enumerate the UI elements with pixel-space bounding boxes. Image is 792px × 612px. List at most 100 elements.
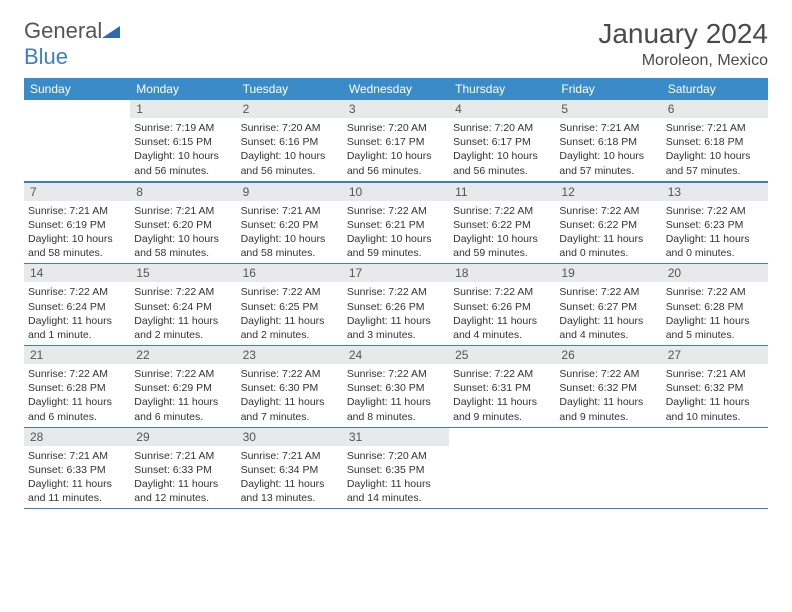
sunrise-text: Sunrise: 7:22 AM	[28, 285, 126, 299]
sunset-text: Sunset: 6:32 PM	[559, 381, 657, 395]
day-cell: 9Sunrise: 7:21 AMSunset: 6:20 PMDaylight…	[237, 183, 343, 264]
sunrise-text: Sunrise: 7:22 AM	[134, 285, 232, 299]
day-cell: 28Sunrise: 7:21 AMSunset: 6:33 PMDayligh…	[24, 428, 130, 509]
sunset-text: Sunset: 6:30 PM	[347, 381, 445, 395]
day-cell	[662, 428, 768, 509]
sunset-text: Sunset: 6:19 PM	[28, 218, 126, 232]
day-content: Sunrise: 7:22 AMSunset: 6:24 PMDaylight:…	[24, 282, 130, 345]
logo-text: General Blue	[24, 18, 120, 70]
week-row: 28Sunrise: 7:21 AMSunset: 6:33 PMDayligh…	[24, 428, 768, 510]
daylight-text: Daylight: 11 hours and 6 minutes.	[28, 395, 126, 423]
sunset-text: Sunset: 6:27 PM	[559, 300, 657, 314]
day-number: 16	[237, 264, 343, 282]
month-title: January 2024	[598, 18, 768, 50]
daylight-text: Daylight: 11 hours and 6 minutes.	[134, 395, 232, 423]
sunset-text: Sunset: 6:24 PM	[134, 300, 232, 314]
daylight-text: Daylight: 11 hours and 10 minutes.	[666, 395, 764, 423]
daylight-text: Daylight: 10 hours and 56 minutes.	[134, 149, 232, 177]
sunrise-text: Sunrise: 7:22 AM	[347, 285, 445, 299]
day-cell: 31Sunrise: 7:20 AMSunset: 6:35 PMDayligh…	[343, 428, 449, 509]
day-content: Sunrise: 7:21 AMSunset: 6:18 PMDaylight:…	[555, 118, 661, 181]
sunset-text: Sunset: 6:15 PM	[134, 135, 232, 149]
sunrise-text: Sunrise: 7:21 AM	[666, 367, 764, 381]
day-cell: 8Sunrise: 7:21 AMSunset: 6:20 PMDaylight…	[130, 183, 236, 264]
day-number: 13	[662, 183, 768, 201]
daylight-text: Daylight: 10 hours and 58 minutes.	[28, 232, 126, 260]
sunset-text: Sunset: 6:33 PM	[28, 463, 126, 477]
day-content: Sunrise: 7:22 AMSunset: 6:25 PMDaylight:…	[237, 282, 343, 345]
daylight-text: Daylight: 11 hours and 9 minutes.	[453, 395, 551, 423]
day-cell: 2Sunrise: 7:20 AMSunset: 6:16 PMDaylight…	[237, 100, 343, 181]
day-cell: 16Sunrise: 7:22 AMSunset: 6:25 PMDayligh…	[237, 264, 343, 345]
day-cell: 6Sunrise: 7:21 AMSunset: 6:18 PMDaylight…	[662, 100, 768, 181]
day-cell: 3Sunrise: 7:20 AMSunset: 6:17 PMDaylight…	[343, 100, 449, 181]
day-number: 2	[237, 100, 343, 118]
day-number: 4	[449, 100, 555, 118]
daylight-text: Daylight: 10 hours and 59 minutes.	[347, 232, 445, 260]
day-content: Sunrise: 7:22 AMSunset: 6:27 PMDaylight:…	[555, 282, 661, 345]
day-content: Sunrise: 7:21 AMSunset: 6:20 PMDaylight:…	[237, 201, 343, 264]
sunrise-text: Sunrise: 7:22 AM	[241, 367, 339, 381]
sunrise-text: Sunrise: 7:20 AM	[347, 121, 445, 135]
sunrise-text: Sunrise: 7:21 AM	[559, 121, 657, 135]
day-content: Sunrise: 7:21 AMSunset: 6:34 PMDaylight:…	[237, 446, 343, 509]
sunrise-text: Sunrise: 7:22 AM	[453, 204, 551, 218]
day-number: 24	[343, 346, 449, 364]
day-content: Sunrise: 7:19 AMSunset: 6:15 PMDaylight:…	[130, 118, 236, 181]
daylight-text: Daylight: 10 hours and 57 minutes.	[666, 149, 764, 177]
day-cell: 27Sunrise: 7:21 AMSunset: 6:32 PMDayligh…	[662, 346, 768, 427]
sunrise-text: Sunrise: 7:22 AM	[559, 204, 657, 218]
week-row: 1Sunrise: 7:19 AMSunset: 6:15 PMDaylight…	[24, 100, 768, 182]
day-header-row: Sunday Monday Tuesday Wednesday Thursday…	[24, 78, 768, 100]
day-cell: 17Sunrise: 7:22 AMSunset: 6:26 PMDayligh…	[343, 264, 449, 345]
day-number: 1	[130, 100, 236, 118]
sunset-text: Sunset: 6:20 PM	[241, 218, 339, 232]
sunset-text: Sunset: 6:16 PM	[241, 135, 339, 149]
day-cell: 7Sunrise: 7:21 AMSunset: 6:19 PMDaylight…	[24, 183, 130, 264]
daylight-text: Daylight: 11 hours and 7 minutes.	[241, 395, 339, 423]
day-cell: 21Sunrise: 7:22 AMSunset: 6:28 PMDayligh…	[24, 346, 130, 427]
sunrise-text: Sunrise: 7:21 AM	[134, 204, 232, 218]
day-number: 18	[449, 264, 555, 282]
day-content: Sunrise: 7:22 AMSunset: 6:24 PMDaylight:…	[130, 282, 236, 345]
day-content: Sunrise: 7:21 AMSunset: 6:20 PMDaylight:…	[130, 201, 236, 264]
week-row: 21Sunrise: 7:22 AMSunset: 6:28 PMDayligh…	[24, 346, 768, 428]
day-number: 25	[449, 346, 555, 364]
week-row: 14Sunrise: 7:22 AMSunset: 6:24 PMDayligh…	[24, 264, 768, 346]
day-cell: 11Sunrise: 7:22 AMSunset: 6:22 PMDayligh…	[449, 183, 555, 264]
day-number: 3	[343, 100, 449, 118]
daylight-text: Daylight: 11 hours and 11 minutes.	[28, 477, 126, 505]
sunrise-text: Sunrise: 7:21 AM	[241, 204, 339, 218]
daylight-text: Daylight: 10 hours and 58 minutes.	[241, 232, 339, 260]
day-cell	[555, 428, 661, 509]
title-block: January 2024 Moroleon, Mexico	[598, 18, 768, 70]
day-cell: 19Sunrise: 7:22 AMSunset: 6:27 PMDayligh…	[555, 264, 661, 345]
sunset-text: Sunset: 6:33 PM	[134, 463, 232, 477]
day-cell: 22Sunrise: 7:22 AMSunset: 6:29 PMDayligh…	[130, 346, 236, 427]
day-content: Sunrise: 7:22 AMSunset: 6:28 PMDaylight:…	[662, 282, 768, 345]
day-content: Sunrise: 7:22 AMSunset: 6:22 PMDaylight:…	[555, 201, 661, 264]
sunrise-text: Sunrise: 7:21 AM	[666, 121, 764, 135]
day-header-mon: Monday	[130, 78, 236, 100]
day-number: 9	[237, 183, 343, 201]
sunrise-text: Sunrise: 7:22 AM	[347, 367, 445, 381]
daylight-text: Daylight: 10 hours and 56 minutes.	[347, 149, 445, 177]
daylight-text: Daylight: 11 hours and 0 minutes.	[666, 232, 764, 260]
sunset-text: Sunset: 6:21 PM	[347, 218, 445, 232]
calendar: Sunday Monday Tuesday Wednesday Thursday…	[24, 78, 768, 509]
day-number: 31	[343, 428, 449, 446]
day-cell: 4Sunrise: 7:20 AMSunset: 6:17 PMDaylight…	[449, 100, 555, 181]
sunset-text: Sunset: 6:18 PM	[559, 135, 657, 149]
day-number: 28	[24, 428, 130, 446]
day-cell: 24Sunrise: 7:22 AMSunset: 6:30 PMDayligh…	[343, 346, 449, 427]
logo-text-2: Blue	[24, 44, 68, 69]
day-content: Sunrise: 7:22 AMSunset: 6:30 PMDaylight:…	[343, 364, 449, 427]
day-number: 10	[343, 183, 449, 201]
sunset-text: Sunset: 6:30 PM	[241, 381, 339, 395]
week-row: 7Sunrise: 7:21 AMSunset: 6:19 PMDaylight…	[24, 182, 768, 265]
daylight-text: Daylight: 10 hours and 56 minutes.	[453, 149, 551, 177]
day-cell: 26Sunrise: 7:22 AMSunset: 6:32 PMDayligh…	[555, 346, 661, 427]
day-content: Sunrise: 7:21 AMSunset: 6:33 PMDaylight:…	[24, 446, 130, 509]
day-content: Sunrise: 7:20 AMSunset: 6:17 PMDaylight:…	[449, 118, 555, 181]
day-content: Sunrise: 7:22 AMSunset: 6:22 PMDaylight:…	[449, 201, 555, 264]
